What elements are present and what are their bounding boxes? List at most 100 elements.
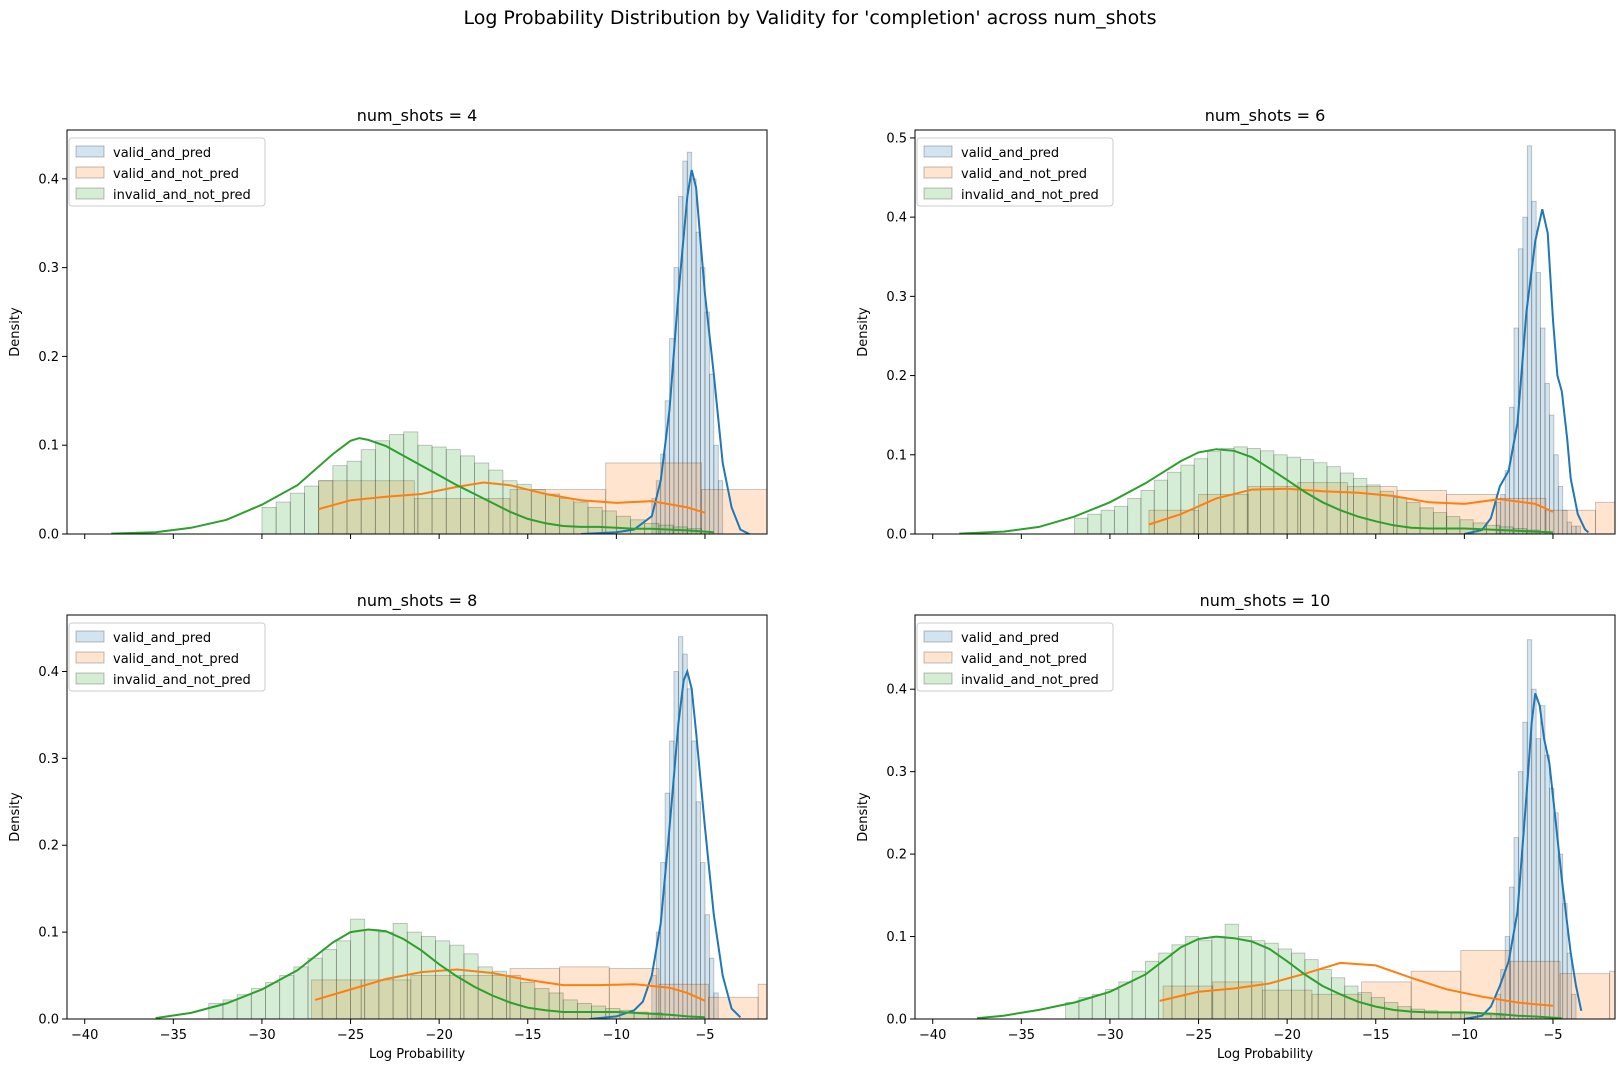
hist-bar (660, 453, 666, 534)
hist-bar (1531, 688, 1537, 1019)
x-tick-label: −30 (248, 1028, 275, 1043)
hist-bar (673, 267, 679, 534)
hist-bar (1522, 216, 1528, 534)
histogram-valid_and_pred (651, 636, 719, 1019)
y-tick-label: 0.3 (886, 765, 907, 780)
hist-bar (808, 984, 858, 1019)
legend: valid_and_pred valid_and_not_pred invalid_… (916, 622, 1114, 692)
hist-bar (350, 918, 366, 1019)
y-tick-label: 0.3 (886, 290, 907, 305)
hist-bar (615, 515, 631, 534)
histogram-invalid_and_not_pred (1065, 923, 1505, 1019)
figure-title: Log Probability Distribution by Validity… (463, 7, 1156, 29)
axes-frame (66, 129, 768, 535)
x-tick-label: −40 (71, 1028, 98, 1043)
kde-line-valid_and_not_pred (1148, 487, 1554, 526)
hist-bar (1304, 959, 1319, 1019)
y-tick-label: 0.4 (38, 665, 59, 680)
hist-bar (445, 449, 461, 534)
legend-label: valid_and_not_pred (113, 167, 239, 182)
hist-bar (717, 480, 724, 534)
hist-bar (321, 949, 337, 1019)
hist-bar (1609, 970, 1615, 1019)
hist-bar (562, 999, 578, 1019)
x-tick-label: −25 (337, 1028, 364, 1043)
x-tick-label: −25 (1185, 1028, 1212, 1043)
x-tick-label: −15 (1362, 1028, 1389, 1043)
hist-bar (548, 992, 564, 1019)
subplot-3: −40 −35 −30 −25 −20 −15 −10 −5 0.0 0.1 0.2 0.3 0.4 nu… (8, 591, 957, 1062)
legend: valid_and_pred valid_and_not_pred invalid_… (916, 137, 1114, 207)
hist-bar (682, 653, 688, 1019)
hist-bar (587, 506, 603, 534)
subplot-4: −40 −35 −30 −25 −20 −15 −10 −5 0.0 0.1 0.2 0.3 0.4 nu… (856, 591, 1616, 1062)
hist-bar (275, 501, 291, 534)
hist-bar (1432, 512, 1448, 534)
legend-swatch-valid_and_pred (923, 145, 953, 158)
hist-bar (530, 489, 546, 534)
hist-bar (655, 480, 662, 534)
hist-bar (664, 400, 670, 534)
x-tick-label: −35 (160, 1028, 187, 1043)
legend-label: valid_and_pred (113, 146, 211, 161)
legend-label: valid_and_pred (113, 631, 211, 646)
hist-bar (1553, 812, 1559, 1019)
hist-bar (1540, 327, 1546, 534)
kde-line-valid_and_pred (580, 169, 750, 534)
y-tick-label: 0.2 (38, 839, 59, 854)
hist-bar (700, 862, 706, 1019)
legend-label: valid_and_pred (961, 631, 1059, 646)
hist-bar (332, 465, 348, 534)
hist-bar (545, 493, 561, 534)
hist-bar (1078, 997, 1093, 1019)
hist-bar (1424, 1010, 1439, 1019)
y-tick-label: 0.1 (38, 926, 59, 941)
hist-bar (893, 498, 989, 534)
y-axis-label: Density (8, 792, 23, 842)
y-tick-label: 0.0 (886, 528, 907, 543)
hist-bar (1247, 486, 1299, 534)
histogram-valid_and_not_pred (1162, 950, 1615, 1019)
legend-swatch-invalid_and_not_pred (75, 187, 105, 200)
x-tick-label: −35 (1008, 1028, 1035, 1043)
subplot-title: num_shots = 8 (357, 591, 478, 611)
hist-bar (1167, 471, 1182, 534)
hist-bar (1311, 993, 1362, 1019)
hist-bar (704, 914, 710, 1019)
hist-bar (1207, 451, 1222, 534)
hist-bar (907, 980, 957, 1019)
hist-bar (1198, 940, 1213, 1019)
hist-bar (318, 480, 415, 534)
hist-bar (293, 966, 309, 1019)
hist-bar (460, 455, 475, 534)
hist-bar (1286, 456, 1301, 534)
hist-bar (1065, 1002, 1080, 1019)
hist-bar (1397, 1006, 1412, 1019)
kde-line-valid_and_not_pred (314, 968, 706, 1002)
legend-swatch-invalid_and_not_pred (923, 187, 953, 200)
hist-bar (701, 489, 767, 534)
hist-bar (1549, 414, 1555, 534)
legend-box (916, 137, 1114, 207)
hist-bar (421, 936, 437, 1019)
y-tick-label: 0.4 (38, 172, 59, 187)
plot-area (111, 151, 989, 534)
hist-bar (797, 516, 893, 534)
hist-bar (1450, 1012, 1465, 1019)
legend-swatch-valid_and_pred (75, 145, 105, 158)
legend: valid_and_pred valid_and_not_pred invalid_… (68, 622, 266, 692)
axes-frame (66, 614, 768, 1020)
hist-bar (491, 970, 507, 1019)
y-tick-label: 0.2 (886, 369, 907, 384)
hist-bar (559, 966, 610, 1019)
hist-bar (757, 983, 767, 1019)
hist-bar (1087, 513, 1102, 534)
hist-bar (1140, 490, 1155, 534)
hist-bar (713, 444, 719, 534)
legend: valid_and_pred valid_and_not_pred invalid_… (68, 137, 266, 207)
hist-bar (1153, 479, 1168, 534)
kde-line-valid_and_pred (1464, 692, 1583, 1019)
legend-box (68, 137, 266, 207)
hist-bar (1100, 509, 1115, 534)
